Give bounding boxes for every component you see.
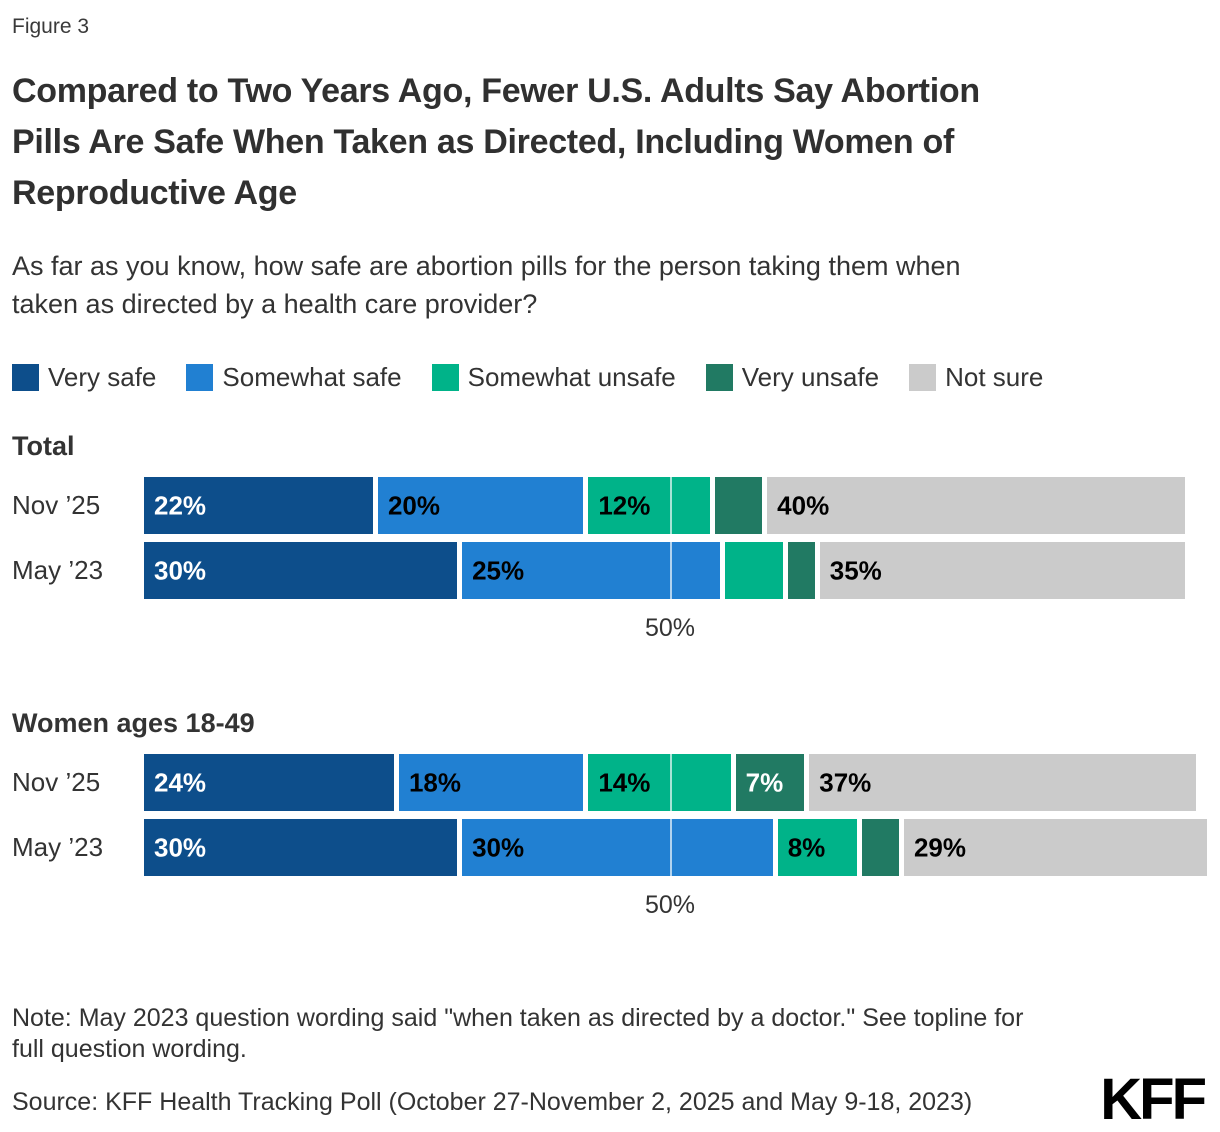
footer: Source: KFF Health Tracking Poll (Octobe… <box>12 1067 1208 1132</box>
bar-segment-value: 30% <box>154 555 207 585</box>
bar-segment-somewhat-safe: 25% <box>462 542 721 599</box>
legend-swatch-icon <box>909 363 937 391</box>
bar-row-women-ages-18-49-nov-25: Nov ’25 24% 18% 14% 7% 37% <box>12 754 1208 811</box>
bar-segment-very-unsafe: 7% <box>735 754 805 811</box>
legend-item-very-unsafe: Very unsafe <box>705 361 880 393</box>
chart-title: Compared to Two Years Ago, Fewer U.S. Ad… <box>12 72 980 212</box>
stacked-bar: 24% 18% 14% 7% 37% <box>144 754 1196 811</box>
legend-item-not-sure: Not sure <box>909 362 1043 393</box>
legend-item-somewhat-unsafe: Somewhat unsafe <box>431 361 676 393</box>
bar-segment-very-safe: 30% <box>144 542 458 599</box>
chart-group-women-ages-18-49: Women ages 18-49 Nov ’25 24% 18% 14% 7% 37% May… <box>12 708 1208 919</box>
stacked-bar: 30% 30% 8% 29% <box>144 819 1207 876</box>
stacked-bar: 30% 25% 35% <box>144 542 1196 599</box>
bar-segment-value: 37% <box>819 767 872 797</box>
bar-segment-not-sure: 29% <box>903 819 1207 876</box>
legend-swatch-icon <box>431 363 459 391</box>
row-label: May ’23 <box>12 832 104 862</box>
legend-item-somewhat-safe: Somewhat safe <box>186 361 402 393</box>
group-heading-total: Total <box>12 431 75 461</box>
bar-segment-somewhat-safe: 20% <box>377 477 584 534</box>
kff-logo: KFF <box>1100 1067 1207 1132</box>
bar-segment-very-safe: 22% <box>144 477 373 534</box>
stacked-bar-chart: Total Nov ’25 22% 20% 12% 40% May ’23 30% 25% 35%… <box>12 431 1208 919</box>
legend-item-label: Not sure <box>945 361 1044 392</box>
bar-segment-value: 8% <box>787 832 826 862</box>
bar-segment-value: 20% <box>387 490 440 520</box>
bar-segment-value: 7% <box>745 767 784 797</box>
bar-segment-somewhat-unsafe: 8% <box>777 819 857 876</box>
gridline-50 <box>670 542 672 599</box>
bar-segment-very-unsafe <box>788 542 815 599</box>
chart-subtitle: As far as you know, how safe are abortio… <box>12 251 961 319</box>
bar-segment-somewhat-unsafe <box>725 542 784 599</box>
legend-swatch-icon <box>12 363 39 391</box>
note-text: Note: May 2023 question wording said "wh… <box>12 1004 1024 1063</box>
bar-segment-not-sure: 40% <box>767 477 1186 534</box>
row-label: May ’23 <box>12 555 104 585</box>
bar-segment-value: 22% <box>154 490 207 520</box>
legend-item-label: Somewhat safe <box>222 361 402 392</box>
legend-item-label: Very unsafe <box>741 361 880 392</box>
bar-segment-value: 35% <box>829 555 882 585</box>
bar-segment-value: 30% <box>154 832 207 862</box>
axis-tick-label: 50% <box>644 891 696 919</box>
row-label: Nov ’25 <box>12 767 101 797</box>
row-label: Nov ’25 <box>12 490 101 520</box>
axis-tick-label: 50% <box>644 614 696 642</box>
bar-row-total-may-23: May ’23 30% 25% 35% <box>12 542 1208 599</box>
bar-segment-somewhat-safe: 30% <box>462 819 773 876</box>
bar-segment-value: 18% <box>408 767 462 797</box>
group-heading-women-ages-18-49: Women ages 18-49 <box>12 708 255 738</box>
bar-segment-very-unsafe <box>861 819 899 876</box>
legend-item-very-safe: Very safe <box>12 362 156 393</box>
bar-segment-value: 40% <box>777 490 830 520</box>
bar-segment-value: 12% <box>598 490 651 520</box>
bar-segment-value: 30% <box>472 832 525 862</box>
bar-row-total-nov-25: Nov ’25 22% 20% 12% 40% <box>12 477 1208 534</box>
gridline-50 <box>670 477 672 534</box>
bar-segment-value: 24% <box>154 767 207 797</box>
bar-segment-value: 14% <box>598 767 651 797</box>
legend-swatch-icon <box>186 363 214 391</box>
bar-segment-somewhat-unsafe: 14% <box>588 754 731 811</box>
bar-segment-somewhat-safe: 18% <box>398 754 584 811</box>
bar-row-women-ages-18-49-may-23: May ’23 30% 30% 8% 29% <box>12 819 1208 876</box>
source-text: Source: KFF Health Tracking Poll (Octobe… <box>12 1088 973 1117</box>
bar-segment-very-unsafe <box>714 477 763 534</box>
bar-segment-not-sure: 35% <box>819 542 1186 599</box>
gridline-50 <box>670 754 672 811</box>
bar-segment-very-safe: 30% <box>144 819 458 876</box>
legend-swatch-icon <box>705 363 733 391</box>
bar-segment-somewhat-unsafe: 12% <box>588 477 710 534</box>
bar-segment-very-safe: 24% <box>144 754 394 811</box>
figure-label: Figure 3 <box>12 15 90 38</box>
legend-item-label: Very safe <box>48 361 157 392</box>
stacked-bar: 22% 20% 12% 40% <box>144 477 1196 534</box>
chart-group-total: Total Nov ’25 22% 20% 12% 40% May ’23 30% 25% 35%… <box>12 431 1208 642</box>
bar-segment-value: 25% <box>472 555 525 585</box>
gridline-50 <box>670 819 672 876</box>
legend: Very safe Somewhat safe Somewhat unsafe Ver… <box>12 361 1208 393</box>
legend-item-label: Somewhat unsafe <box>467 361 676 392</box>
bar-segment-not-sure: 37% <box>809 754 1196 811</box>
bar-segment-value: 29% <box>913 832 966 862</box>
